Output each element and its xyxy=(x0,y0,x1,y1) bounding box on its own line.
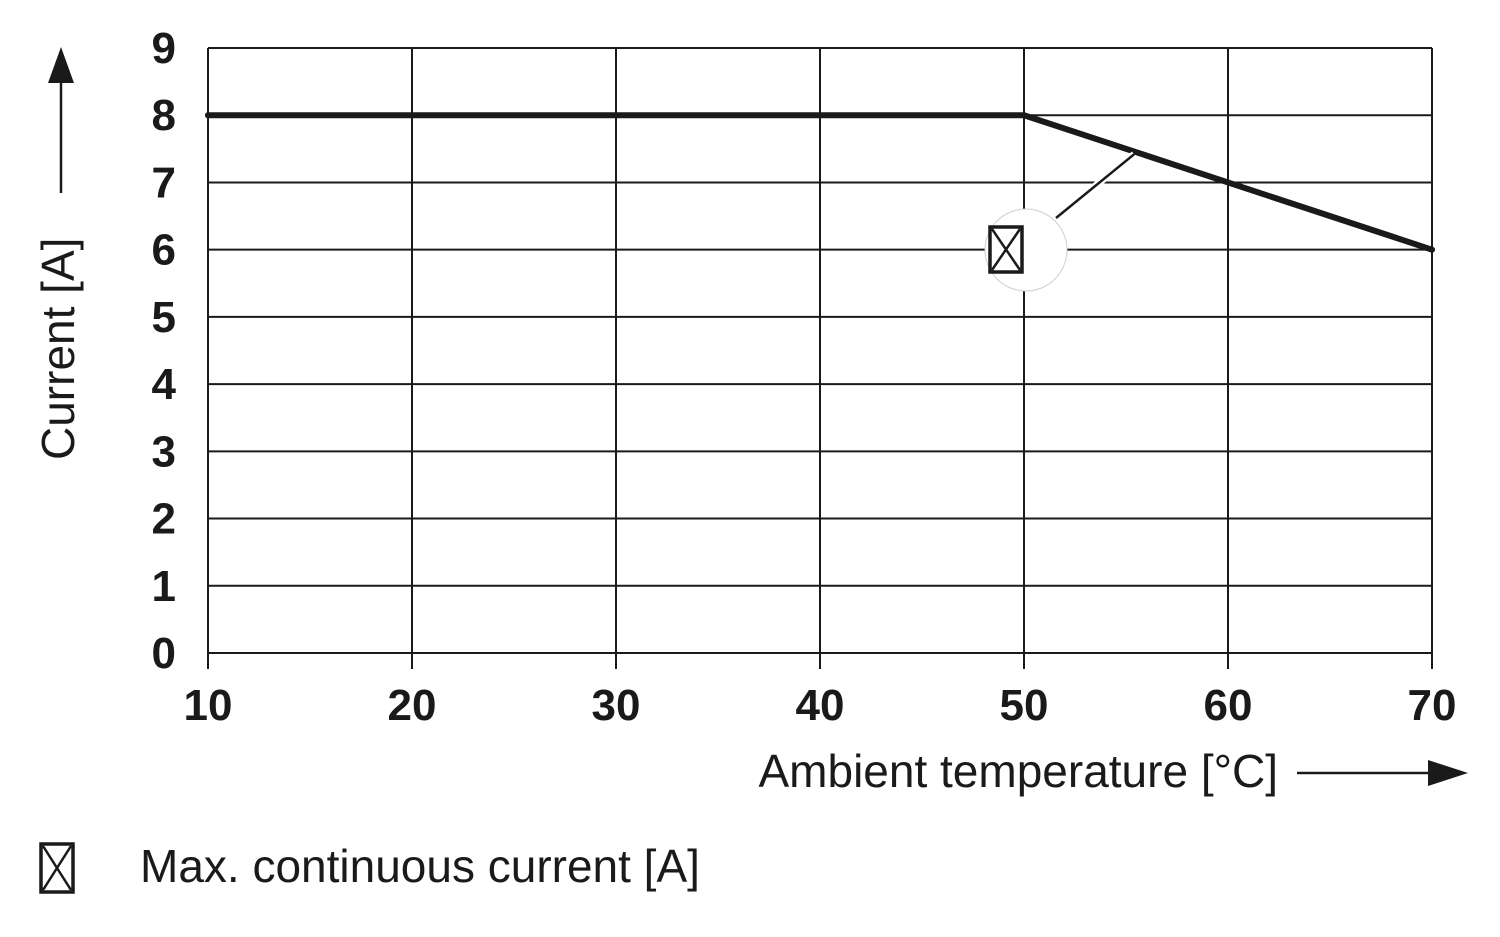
legend-label: Max. continuous current [A] xyxy=(140,840,700,892)
legend-boxed-x-icon xyxy=(39,842,75,894)
y-tick-label: 4 xyxy=(152,360,177,409)
y-tick-label: 8 xyxy=(152,91,176,140)
x-axis-title-group: Ambient temperature [°C] xyxy=(759,745,1468,797)
y-tick-label: 5 xyxy=(152,293,176,342)
data-point xyxy=(1021,112,1027,119)
y-tick-label: 0 xyxy=(152,629,176,678)
x-tick-label: 30 xyxy=(592,681,641,730)
x-tick-label: 50 xyxy=(1000,681,1049,730)
data-point xyxy=(1429,246,1435,253)
y-tick-label: 7 xyxy=(152,158,176,207)
series-layer xyxy=(205,112,1435,253)
x-tick-label: 70 xyxy=(1408,681,1457,730)
y-axis-title: Current [A] xyxy=(32,238,84,460)
x-tick-label: 10 xyxy=(184,681,233,730)
x-tick-label: 40 xyxy=(796,681,845,730)
x-tick-label: 20 xyxy=(388,681,437,730)
boxed-x-icon xyxy=(988,225,1024,274)
y-tick-label: 1 xyxy=(152,562,176,611)
y-tick-label: 2 xyxy=(152,495,176,544)
x-tick-label: 60 xyxy=(1204,681,1253,730)
series-annotation xyxy=(984,151,1137,292)
y-axis-arrow-head xyxy=(48,47,74,83)
y-axis-title-group: Current [A] xyxy=(32,47,84,460)
legend: Max. continuous current [A] xyxy=(39,840,700,894)
grid xyxy=(207,47,1433,669)
x-axis-arrow-head xyxy=(1428,760,1468,786)
y-tick-label: 6 xyxy=(152,226,176,275)
callout-leader-line xyxy=(1055,153,1135,219)
x-axis-title: Ambient temperature [°C] xyxy=(759,745,1279,797)
y-tick-labels: 0 1 2 3 4 5 6 7 8 9 xyxy=(152,24,177,678)
y-tick-label: 3 xyxy=(152,427,176,476)
data-point xyxy=(205,112,211,119)
y-tick-label: 9 xyxy=(152,24,176,73)
x-tick-labels: 10 20 30 40 50 60 70 xyxy=(184,681,1457,730)
